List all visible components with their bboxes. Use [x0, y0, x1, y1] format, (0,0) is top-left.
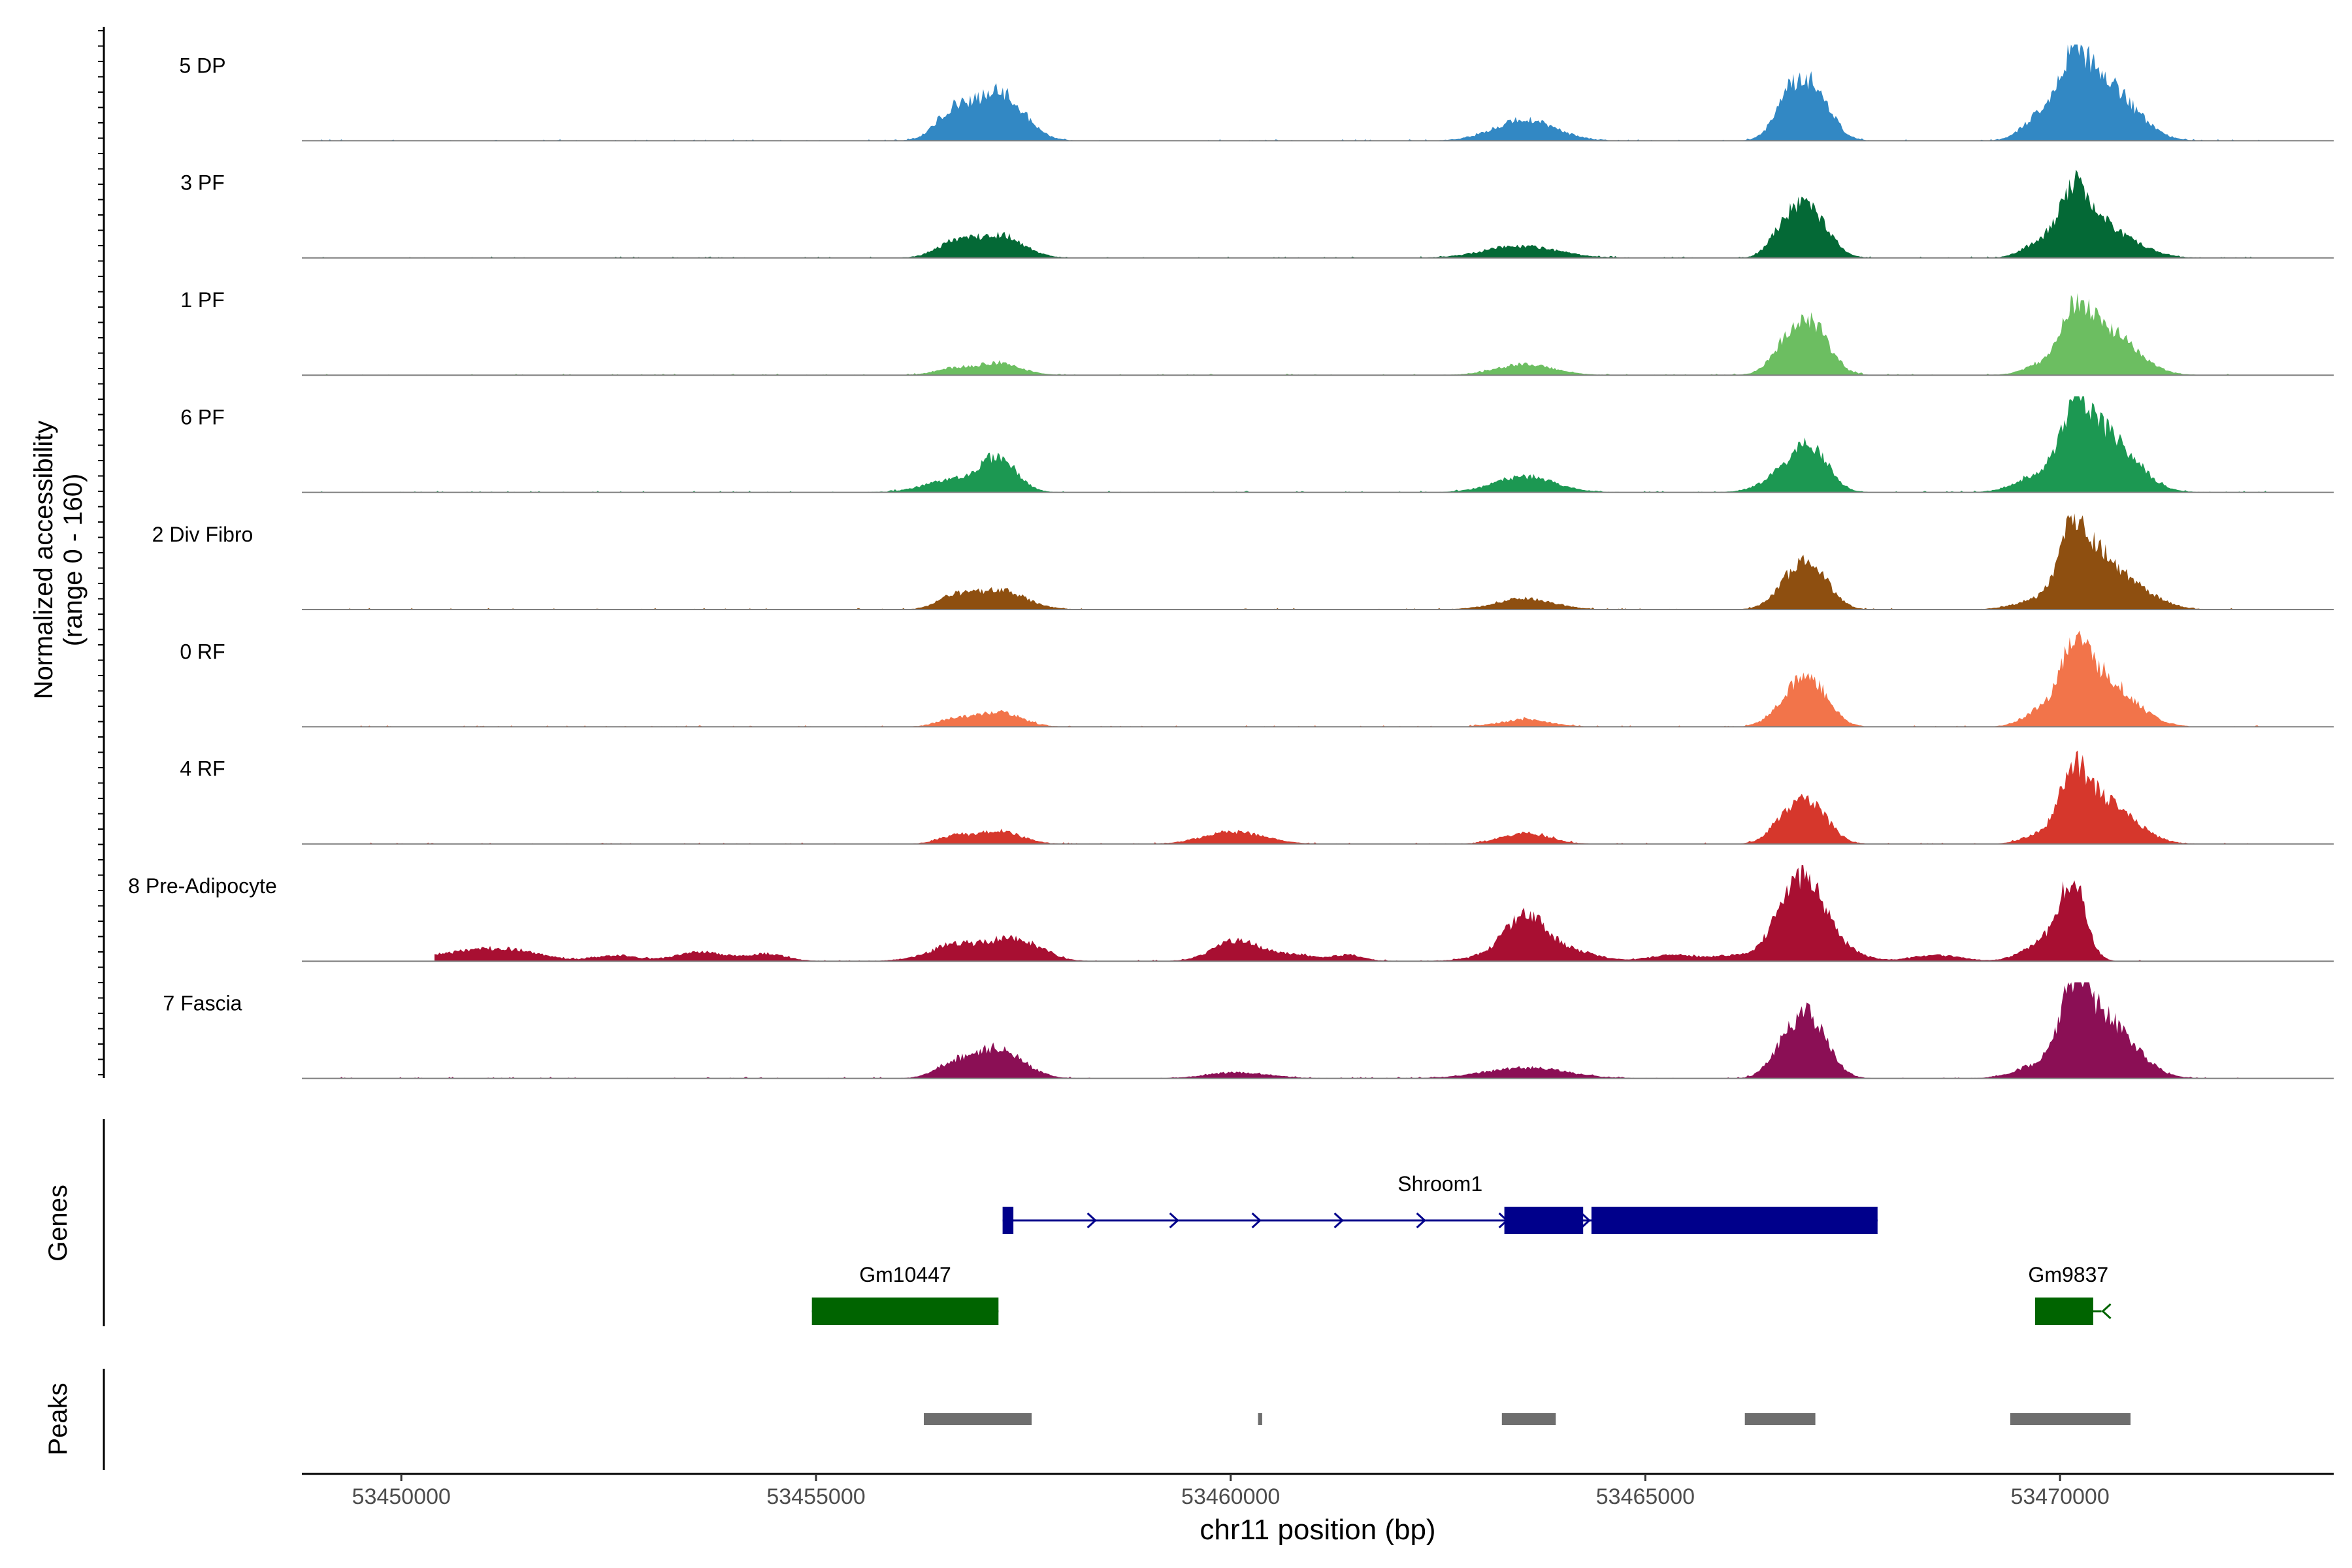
- gene-name: Gm10447: [859, 1263, 951, 1286]
- gene-name: Shroom1: [1397, 1172, 1482, 1196]
- track-8-pre-adipocyte: 8 Pre-Adipocyte: [128, 865, 2334, 962]
- strand-arrow: [1169, 1212, 1179, 1229]
- strand-arrow: [1580, 1212, 1591, 1229]
- y-minor-ticks: [98, 30, 104, 1075]
- peak-region: [1258, 1413, 1262, 1425]
- x-axis-title: chr11 position (bp): [1200, 1514, 1435, 1546]
- coverage-area: [318, 293, 2276, 376]
- gene-name: Gm9837: [2028, 1263, 2108, 1286]
- peak-region: [2010, 1413, 2131, 1425]
- coverage-area: [335, 513, 2276, 610]
- strand-arrow: [1416, 1212, 1426, 1229]
- coverage-area: [434, 865, 2168, 962]
- coverage-area: [318, 169, 2276, 258]
- peaks-panel-title: Peaks: [44, 1382, 73, 1455]
- track-7-fascia: 7 Fascia: [163, 982, 2334, 1079]
- peak-region: [1744, 1413, 1816, 1425]
- x-tick-label: 53470000: [2010, 1484, 2109, 1509]
- track-1-pf: 1 PF: [180, 288, 2334, 376]
- track-3-pf: 3 PF: [180, 169, 2334, 259]
- coverage-area: [335, 750, 2276, 844]
- track-0-rf: 0 RF: [180, 630, 2334, 728]
- genes-panel-title: Genes: [44, 1184, 73, 1262]
- track-label: 6 PF: [180, 406, 225, 429]
- track-label: 7 Fascia: [163, 992, 242, 1015]
- strand-arrow: [2101, 1303, 2112, 1320]
- x-tick-label: 53460000: [1181, 1484, 1280, 1509]
- gene-exon: [1504, 1207, 1584, 1234]
- strand-arrow: [1251, 1212, 1262, 1229]
- track-label: 1 PF: [180, 288, 225, 312]
- coverage-tracks: 5 DP 3 PF 1 PF 6 PF 2 Div Fibro 0 RF 4 RF 8 Pre…: [128, 44, 2334, 1079]
- coverage-area: [335, 982, 2276, 1079]
- x-axis-ticks: 53450000 53455000 53460000 53465000 53470000: [352, 1474, 2110, 1509]
- track-label: 2 Div Fibro: [152, 523, 253, 546]
- genes-panel: Shroom1 Gm10447 Gm9837: [811, 1172, 2112, 1325]
- track-4-rf: 4 RF: [180, 750, 2334, 845]
- peaks-panel: [924, 1413, 2131, 1425]
- gene-exon: [811, 1298, 999, 1325]
- y-axis-title-line1: Normalized accessibility: [29, 421, 58, 700]
- gene-exon: [1591, 1207, 1878, 1234]
- track-label: 0 RF: [180, 640, 225, 663]
- track-label: 5 DP: [179, 54, 225, 77]
- x-tick-label: 53465000: [1596, 1484, 1695, 1509]
- gene-gm10447: Gm10447: [811, 1263, 999, 1325]
- track-2-div-fibro: 2 Div Fibro: [152, 513, 2334, 610]
- x-tick-label: 53450000: [352, 1484, 451, 1509]
- gene-exon: [2035, 1298, 2093, 1325]
- coverage-area: [318, 396, 2276, 493]
- gene-shroom1: Shroom1: [1002, 1172, 1878, 1234]
- peak-region: [924, 1413, 1032, 1425]
- track-label: 8 Pre-Adipocyte: [128, 874, 277, 898]
- coverage-area: [318, 44, 2276, 141]
- coverage-area: [335, 630, 2276, 727]
- y-axis-title-line2: (range 0 - 160): [59, 474, 88, 647]
- track-label: 4 RF: [180, 757, 225, 781]
- peak-region: [1501, 1413, 1556, 1425]
- gene-gm9837: Gm9837: [2028, 1263, 2112, 1325]
- gene-exon: [1002, 1207, 1014, 1234]
- track-6-pf: 6 PF: [180, 396, 2334, 493]
- strand-arrow: [1333, 1212, 1344, 1229]
- strand-arrow: [1086, 1212, 1097, 1229]
- track-label: 3 PF: [180, 171, 225, 195]
- x-tick-label: 53455000: [766, 1484, 865, 1509]
- track-5-dp: 5 DP: [179, 44, 2334, 142]
